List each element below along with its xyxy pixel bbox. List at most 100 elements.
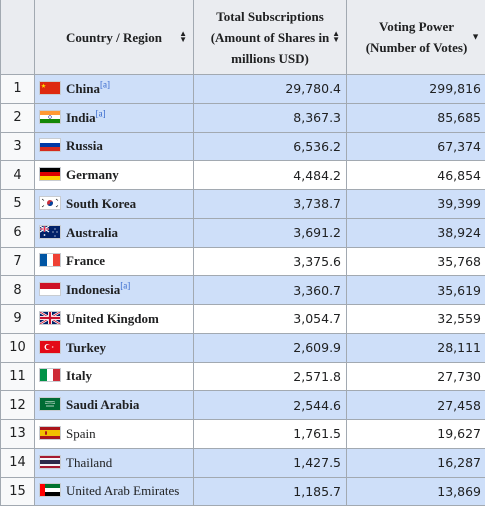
country-cell: Russia (35, 132, 194, 161)
country-name-link[interactable]: China (66, 81, 100, 96)
country-name-link[interactable]: Spain (66, 426, 96, 441)
country-name-link[interactable]: United Kingdom (66, 311, 159, 326)
country-name-link[interactable]: France (66, 253, 105, 268)
sort-descending-icon[interactable]: ▼ (471, 27, 480, 48)
country-cell: India[a] (35, 103, 194, 132)
voting-power-cell: 27,458 (347, 391, 485, 420)
france-flag-icon (39, 253, 61, 267)
rank-cell: 2 (1, 103, 35, 132)
country-cell: United Arab Emirates (35, 477, 194, 506)
rank-cell: 1 (1, 75, 35, 104)
indonesia-flag-icon (39, 282, 61, 296)
voting-power-header[interactable]: Voting Power (Number of Votes) ▼ (347, 0, 485, 75)
rank-cell: 4 (1, 161, 35, 190)
voting-power-cell: 35,768 (347, 247, 485, 276)
country-cell: Saudi Arabia (35, 391, 194, 420)
subscriptions-cell: 1,427.5 (194, 448, 347, 477)
country-cell: Australia (35, 218, 194, 247)
country-cell: United Kingdom (35, 305, 194, 334)
country-name-link[interactable]: Turkey (66, 340, 106, 355)
country-name-link[interactable]: Indonesia (66, 282, 120, 297)
footnote-link[interactable]: [a] (100, 80, 110, 90)
rank-cell: 5 (1, 190, 35, 219)
rank-header (1, 0, 35, 75)
table-header-row: Country / Region ▲▼ Total Subscriptions … (1, 0, 485, 75)
country-cell: Spain (35, 420, 194, 449)
subscriptions-cell: 29,780.4 (194, 75, 347, 104)
voting-power-cell: 28,111 (347, 333, 485, 362)
saudi-arabia-flag-icon (39, 397, 61, 411)
subscriptions-cell: 1,185.7 (194, 477, 347, 506)
rank-cell: 11 (1, 362, 35, 391)
thailand-flag-icon (39, 455, 61, 469)
subscriptions-cell: 2,609.9 (194, 333, 347, 362)
subscriptions-cell: 6,536.2 (194, 132, 347, 161)
country-cell: France (35, 247, 194, 276)
country-cell: Indonesia[a] (35, 276, 194, 305)
rank-cell: 3 (1, 132, 35, 161)
china-flag-icon (39, 81, 61, 95)
subscriptions-header-line-2: (Amount of Shares in (211, 30, 330, 45)
footnote-link[interactable]: [a] (120, 281, 130, 291)
country-cell: China[a] (35, 75, 194, 104)
south-korea-flag-icon (39, 196, 61, 210)
sort-icon[interactable]: ▲▼ (332, 31, 340, 43)
country-name-link[interactable]: Russia (66, 138, 103, 153)
subscriptions-cell: 8,367.3 (194, 103, 347, 132)
country-cell: Italy (35, 362, 194, 391)
russia-flag-icon (39, 138, 61, 152)
subscriptions-cell: 3,738.7 (194, 190, 347, 219)
subscriptions-cell: 3,375.6 (194, 247, 347, 276)
country-cell: Germany (35, 161, 194, 190)
country-name-link[interactable]: Italy (66, 368, 92, 383)
subscriptions-cell: 1,761.5 (194, 420, 347, 449)
subscriptions-header[interactable]: Total Subscriptions (Amount of Shares in… (194, 0, 347, 75)
subscriptions-cell: 2,571.8 (194, 362, 347, 391)
voting-power-cell: 67,374 (347, 132, 485, 161)
australia-flag-icon (39, 225, 61, 239)
voting-power-cell: 39,399 (347, 190, 485, 219)
country-name-link[interactable]: India (66, 110, 96, 125)
voting-power-cell: 85,685 (347, 103, 485, 132)
germany-flag-icon (39, 167, 61, 181)
rank-cell: 10 (1, 333, 35, 362)
rank-cell: 12 (1, 391, 35, 420)
country-name-link[interactable]: South Korea (66, 196, 136, 211)
sort-icon[interactable]: ▲▼ (179, 31, 187, 43)
rank-cell: 8 (1, 276, 35, 305)
rank-cell: 6 (1, 218, 35, 247)
country-name-link[interactable]: Saudi Arabia (66, 397, 139, 412)
country-header[interactable]: Country / Region ▲▼ (35, 0, 194, 75)
country-cell: Thailand (35, 448, 194, 477)
uk-flag-icon (39, 311, 61, 325)
voting-power-cell: 27,730 (347, 362, 485, 391)
rank-cell: 14 (1, 448, 35, 477)
turkey-flag-icon (39, 340, 61, 354)
voting-power-cell: 35,619 (347, 276, 485, 305)
india-flag-icon (39, 110, 61, 124)
uae-flag-icon (39, 483, 61, 497)
country-name-link[interactable]: Germany (66, 167, 119, 182)
country-name-link[interactable]: Australia (66, 225, 118, 240)
country-cell: South Korea (35, 190, 194, 219)
footnote-link[interactable]: [a] (96, 108, 106, 118)
voting-header-line-1: Voting Power (379, 19, 454, 34)
rank-cell: 7 (1, 247, 35, 276)
country-name-link[interactable]: Thailand (66, 455, 112, 470)
country-name-link[interactable]: United Arab Emirates (66, 483, 179, 498)
voting-header-line-2: (Number of Votes) (366, 40, 468, 55)
rank-cell: 9 (1, 305, 35, 334)
subscriptions-cell: 3,691.2 (194, 218, 347, 247)
